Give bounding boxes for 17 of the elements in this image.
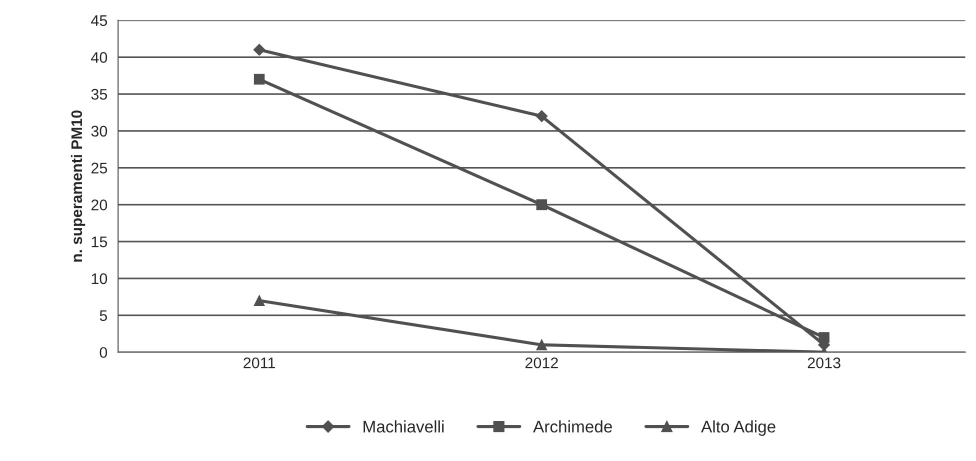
y-tick-label: 40 [91, 52, 108, 63]
x-tick-label: 2012 [525, 357, 558, 368]
y-tick-label: 25 [91, 162, 108, 174]
y-tick-label: 15 [92, 236, 108, 248]
y-tick-label: 45 [91, 15, 108, 26]
y-tick-label: 5 [100, 310, 108, 322]
x-tick-label: 2011 [244, 357, 275, 368]
y-tick-label: 20 [91, 200, 108, 210]
y-tick-label: 30 [91, 126, 108, 137]
x-tick-label: 2013 [808, 357, 840, 368]
y-tick-label: 35 [91, 88, 108, 100]
y-tick-label: 0 [100, 347, 108, 358]
y-tick-label: 10 [92, 273, 108, 284]
y-axis-title: n. superamenti PM10 [70, 110, 86, 262]
legend-label: Archimede [533, 420, 612, 433]
legend-label: Alto Adige [701, 420, 776, 436]
legend-label: Machiavelli [364, 420, 444, 433]
